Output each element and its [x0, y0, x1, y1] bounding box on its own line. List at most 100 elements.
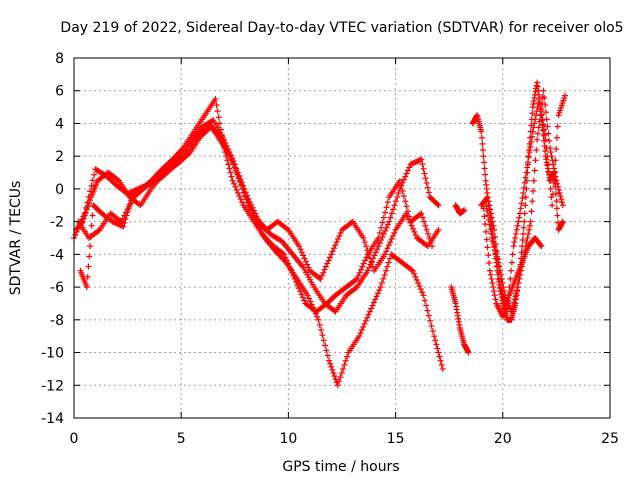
data-point: [508, 308, 515, 315]
data-point-interp: [548, 153, 555, 160]
data-point-interp: [417, 286, 424, 293]
data-point-interp: [492, 247, 499, 254]
data-point-interp: [356, 269, 363, 276]
data-point-interp: [482, 171, 489, 178]
data-point-interp: [551, 169, 558, 176]
data-point-interp: [507, 275, 514, 282]
data-point-interp: [365, 311, 372, 318]
data-point-interp: [412, 158, 419, 165]
data-point-interp: [298, 291, 305, 298]
data-point-interp: [504, 297, 511, 304]
data-point-interp: [119, 215, 126, 222]
data-point: [540, 87, 547, 94]
data-point-interp: [388, 236, 395, 243]
data-point-interp: [245, 195, 252, 202]
data-point-interp: [522, 194, 529, 201]
data-point-interp: [400, 193, 407, 200]
data-point-interp: [487, 271, 494, 278]
data-point-interp: [521, 179, 528, 186]
data-point: [407, 161, 414, 168]
data-point-interp: [429, 328, 436, 335]
data-point-interp: [336, 378, 343, 385]
data-point-interp: [494, 256, 501, 263]
data-point-interp: [374, 290, 381, 297]
data-point-interp: [545, 130, 552, 137]
data-point: [523, 169, 530, 176]
data-point-interp: [513, 226, 520, 233]
y-tick-label: -8: [50, 313, 64, 329]
data-point-interp: [301, 297, 308, 304]
data-point-interp: [87, 197, 94, 204]
data-point-interp: [228, 173, 235, 180]
data-point-interp: [384, 245, 391, 252]
data-point-interp: [540, 121, 547, 128]
data-point-interp: [236, 193, 243, 200]
data-point-interp: [316, 321, 323, 328]
data-point: [495, 259, 502, 266]
data-point-interp: [380, 214, 387, 221]
data-point-interp: [553, 134, 560, 141]
data-point-interp: [297, 288, 304, 295]
data-point: [354, 275, 361, 282]
data-point: [377, 284, 384, 291]
data-point-interp: [383, 204, 390, 211]
data-point-interp: [110, 219, 117, 226]
data-point-interp: [379, 219, 386, 226]
data-point-interp: [420, 165, 427, 172]
data-point-interp: [233, 167, 240, 174]
data-point-interp: [520, 224, 527, 231]
data-point-interp: [84, 203, 91, 210]
data-point: [559, 218, 566, 225]
data-point: [529, 128, 536, 135]
data-point-interp: [256, 219, 263, 226]
data-point-interp: [486, 259, 493, 266]
data-point-interp: [411, 228, 418, 235]
data-point-interp: [423, 179, 430, 186]
data-point-interp: [533, 147, 540, 154]
data-point-interp: [388, 210, 395, 217]
data-point: [291, 275, 298, 282]
data-point-interp: [357, 330, 364, 337]
data-point-interp: [336, 232, 343, 239]
data-point-interp: [284, 225, 291, 232]
data-point: [510, 243, 517, 250]
data-point-interp: [322, 263, 329, 270]
data-point-interp: [342, 357, 349, 364]
data-point-interp: [411, 270, 418, 277]
data-point-interp: [539, 122, 546, 129]
data-point-interp: [558, 196, 565, 203]
data-point-interp: [400, 176, 407, 183]
data-point-interp: [326, 254, 333, 261]
data-point-interp: [241, 185, 248, 192]
data-point-interp: [535, 124, 542, 131]
data-point-interp: [438, 361, 445, 368]
data-point-interp: [425, 230, 432, 237]
data-point: [418, 156, 425, 163]
data-point: [328, 251, 335, 258]
data-point-interp: [329, 366, 336, 373]
data-point-interp: [542, 109, 549, 116]
x-tick-label: 10: [279, 431, 297, 447]
data-point-interp: [490, 288, 497, 295]
data-point-interp: [328, 363, 335, 370]
data-point-interp: [481, 165, 488, 172]
data-point-interp: [427, 239, 434, 246]
data-point-interp: [372, 296, 379, 303]
x-tick-label: 20: [494, 431, 512, 447]
data-point-interp: [423, 226, 430, 233]
data-point-interp: [228, 155, 235, 162]
data-point-interp: [324, 352, 331, 359]
data-point-interp: [499, 280, 506, 286]
data-point-interp: [366, 264, 373, 271]
data-point-interp: [250, 207, 257, 214]
data-point-interp: [402, 198, 409, 205]
data-point-interp: [226, 165, 233, 172]
data-point-interp: [320, 269, 327, 276]
data-point: [360, 235, 367, 241]
data-point-interp: [330, 245, 337, 252]
data-point-interp: [421, 170, 428, 177]
data-point-interp: [360, 260, 367, 267]
data-point-interp: [298, 249, 305, 256]
data-point-interp: [547, 149, 554, 156]
axis-ticks: [73, 57, 611, 419]
